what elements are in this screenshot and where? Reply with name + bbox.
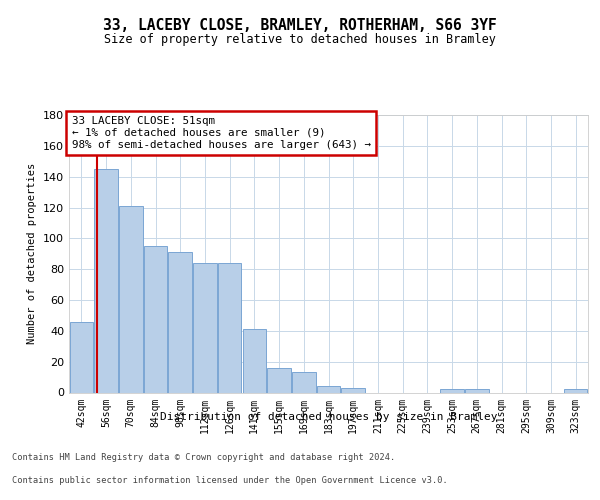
Bar [317,386,340,392]
Bar [119,206,143,392]
Text: Size of property relative to detached houses in Bramley: Size of property relative to detached ho… [104,32,496,46]
Bar [169,252,192,392]
Bar [70,322,93,392]
Text: Contains HM Land Registry data © Crown copyright and database right 2024.: Contains HM Land Registry data © Crown c… [12,454,395,462]
Bar [341,388,365,392]
Bar [144,246,167,392]
Bar [193,263,217,392]
Bar [292,372,316,392]
Bar [94,169,118,392]
Text: Distribution of detached houses by size in Bramley: Distribution of detached houses by size … [160,412,497,422]
Text: 33, LACEBY CLOSE, BRAMLEY, ROTHERHAM, S66 3YF: 33, LACEBY CLOSE, BRAMLEY, ROTHERHAM, S6… [103,18,497,32]
Bar [268,368,291,392]
Bar [465,390,488,392]
Bar [218,263,241,392]
Text: Contains public sector information licensed under the Open Government Licence v3: Contains public sector information licen… [12,476,448,485]
Text: 33 LACEBY CLOSE: 51sqm
← 1% of detached houses are smaller (9)
98% of semi-detac: 33 LACEBY CLOSE: 51sqm ← 1% of detached … [71,116,371,150]
Bar [242,330,266,392]
Y-axis label: Number of detached properties: Number of detached properties [28,163,37,344]
Bar [564,390,587,392]
Bar [440,390,464,392]
